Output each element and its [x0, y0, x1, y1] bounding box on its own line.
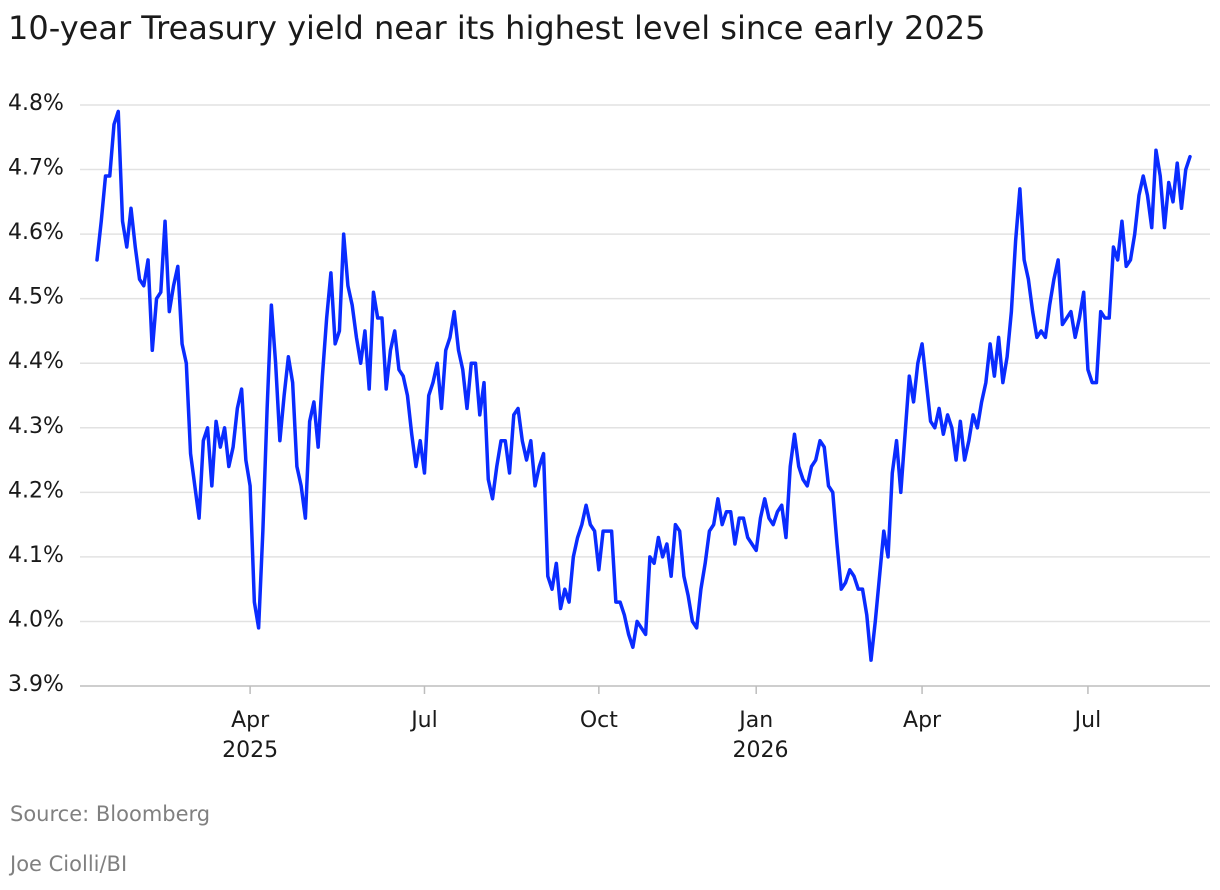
x-tick-label: Jul [1073, 708, 1102, 733]
y-tick-label: 4.2% [8, 478, 64, 503]
y-tick-label: 3.9% [8, 672, 64, 697]
source: Source: Bloomberg [10, 802, 210, 826]
y-tick-label: 4.7% [8, 156, 64, 181]
y-tick-label: 4.5% [8, 285, 64, 310]
x-tick-label: Apr [231, 708, 270, 733]
y-tick-label: 4.1% [8, 543, 64, 568]
yield-line [95, 109, 1192, 662]
x-year-label: 2025 [222, 738, 278, 763]
x-year-label: 2026 [732, 738, 788, 763]
y-tick-label: 4.8% [8, 91, 64, 116]
y-tick-label: 4.0% [8, 607, 64, 632]
x-tick-label: Apr [903, 708, 942, 733]
y-tick-label: 4.3% [8, 414, 64, 439]
x-tick-label: Oct [580, 708, 618, 733]
chart-title: 10-year Treasury yield near its highest … [8, 9, 985, 47]
credit: Joe Ciolli/BI [8, 852, 127, 876]
y-tick-label: 4.6% [8, 220, 64, 245]
x-tick-label: Jan [737, 708, 773, 733]
y-tick-label: 4.4% [8, 349, 64, 374]
x-tick-label: Jul [409, 708, 438, 733]
